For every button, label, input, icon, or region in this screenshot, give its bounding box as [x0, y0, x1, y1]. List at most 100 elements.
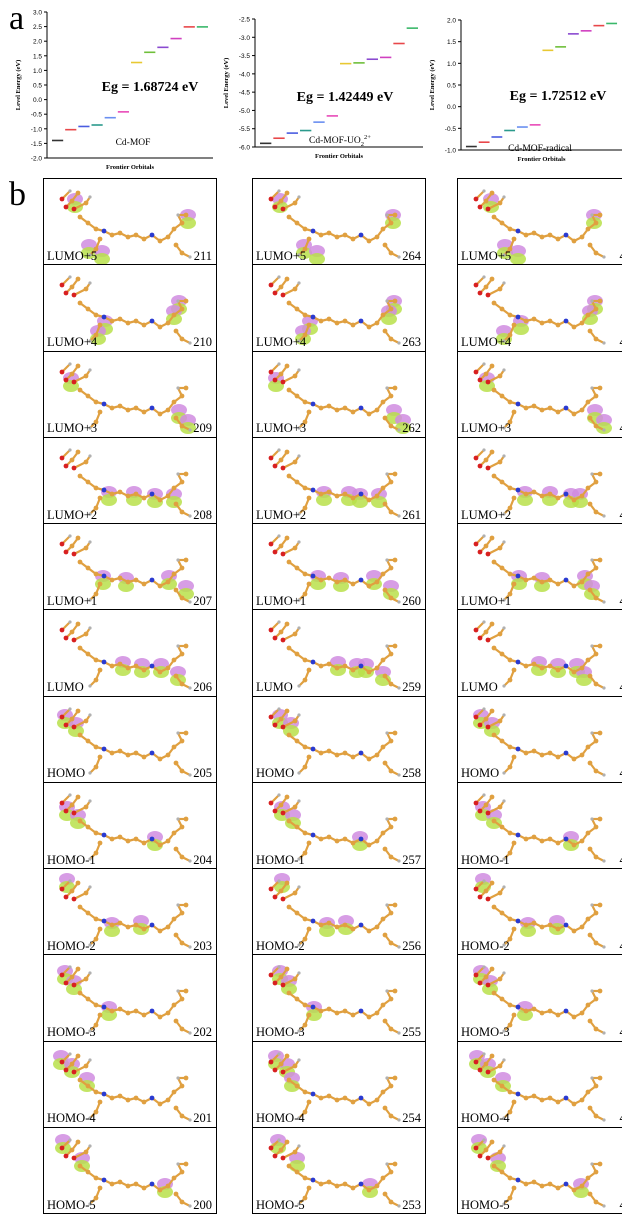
- atom: [84, 632, 89, 637]
- atom: [389, 824, 394, 829]
- atom: [540, 1011, 545, 1016]
- orbital-label: LUMO+3: [47, 422, 97, 435]
- atom: [498, 459, 503, 464]
- atom: [78, 991, 83, 996]
- atom: [60, 283, 65, 288]
- atom: [548, 405, 553, 410]
- atom: [70, 199, 75, 204]
- atom: [180, 509, 185, 514]
- atom: [490, 967, 495, 972]
- orbital-label: HOMO-5: [461, 1199, 510, 1212]
- atom: [490, 1053, 495, 1058]
- atom: [269, 542, 274, 547]
- atom: [126, 235, 131, 240]
- atom: [327, 748, 332, 753]
- orbital-lobe-green: [316, 494, 332, 506]
- atom: [502, 771, 505, 774]
- atom: [68, 793, 71, 796]
- atom: [72, 379, 77, 384]
- atom: [78, 1163, 83, 1168]
- atom: [512, 582, 517, 587]
- atom: [343, 836, 348, 841]
- atom: [158, 584, 163, 589]
- atom: [68, 879, 71, 882]
- atom: [389, 1199, 394, 1204]
- atom: [383, 1105, 388, 1110]
- atom: [508, 1089, 513, 1094]
- atom: [70, 285, 75, 290]
- atom: [110, 319, 115, 324]
- atom: [516, 315, 521, 320]
- atom: [172, 399, 177, 404]
- atom: [110, 836, 115, 841]
- atom: [285, 1139, 290, 1144]
- atom: [343, 1009, 348, 1014]
- atom: [269, 973, 274, 978]
- atom: [142, 1013, 147, 1018]
- atom: [76, 1053, 81, 1058]
- atom: [84, 201, 89, 206]
- atom: [375, 1183, 380, 1188]
- atom: [293, 718, 298, 723]
- atom: [281, 207, 286, 212]
- atom: [86, 1083, 91, 1088]
- atom: [285, 1053, 290, 1058]
- atom: [68, 1138, 71, 1141]
- atom: [64, 1067, 69, 1072]
- orbital-index: 264: [402, 250, 421, 263]
- orbital-index: 255: [402, 1026, 421, 1039]
- orbital-label: LUMO+4: [47, 336, 97, 349]
- atom: [556, 237, 561, 242]
- atom: [126, 838, 131, 843]
- atom: [389, 596, 394, 601]
- atom: [492, 1077, 497, 1082]
- atom: [548, 233, 553, 238]
- atom: [397, 600, 400, 603]
- atom: [500, 479, 505, 484]
- atom: [94, 399, 99, 404]
- atom: [184, 299, 189, 304]
- atom: [397, 859, 400, 862]
- atom: [564, 405, 569, 410]
- atom: [492, 905, 497, 910]
- atom: [88, 282, 91, 285]
- atom: [86, 479, 91, 484]
- atom: [502, 713, 505, 716]
- bandgap-annotation: Eg = 1.68724 eV: [102, 80, 199, 95]
- atom: [166, 1183, 171, 1188]
- atom: [70, 371, 75, 376]
- atom: [72, 810, 77, 815]
- atom: [297, 771, 300, 774]
- atom: [98, 409, 103, 414]
- atom: [478, 291, 483, 296]
- atom: [295, 221, 300, 226]
- atom: [86, 824, 91, 829]
- atom: [142, 409, 147, 414]
- atom: [478, 636, 483, 641]
- atom: [60, 542, 65, 547]
- atom: [393, 299, 398, 304]
- atom: [78, 818, 83, 823]
- atom: [500, 1169, 505, 1174]
- atom: [174, 760, 179, 765]
- atom: [307, 668, 312, 673]
- atom: [367, 842, 372, 847]
- atom: [486, 1155, 491, 1160]
- orbital-label: LUMO: [256, 681, 293, 694]
- atom: [303, 764, 308, 769]
- atom: [492, 473, 497, 478]
- atom: [110, 750, 115, 755]
- atom: [158, 756, 163, 761]
- atom: [126, 1011, 131, 1016]
- atom: [359, 836, 364, 841]
- atom: [580, 321, 585, 326]
- atom: [180, 1083, 185, 1088]
- orbital-index: 211: [194, 250, 212, 263]
- atom: [303, 744, 308, 749]
- atom: [335, 666, 340, 671]
- atom: [512, 754, 517, 759]
- orbital-panel: LUMO+541: [457, 178, 622, 265]
- atom: [118, 231, 123, 236]
